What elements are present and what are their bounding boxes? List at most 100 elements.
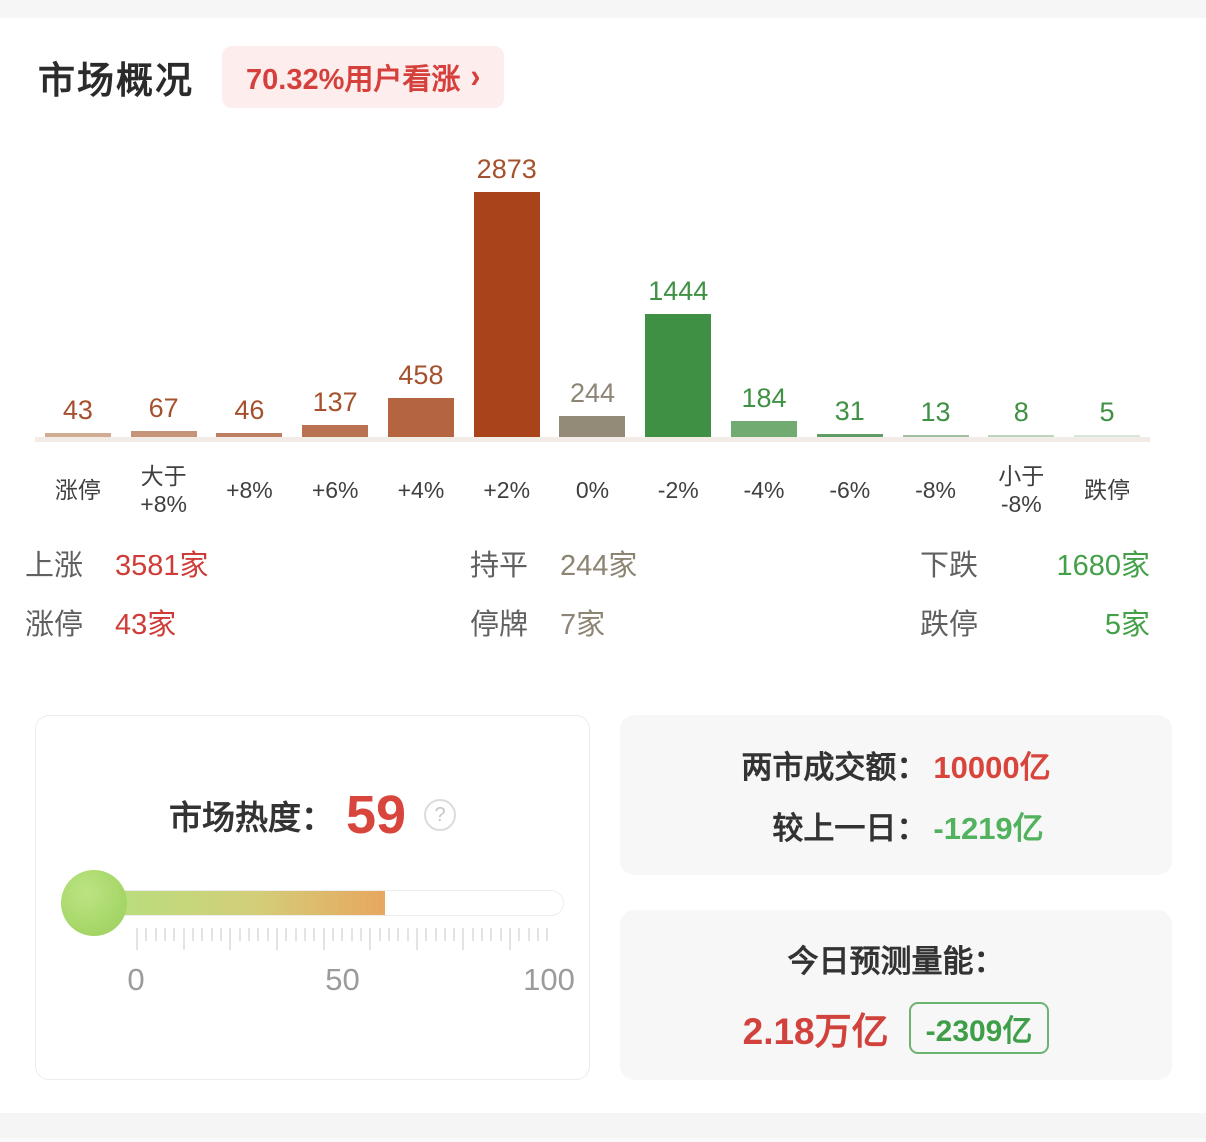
x-axis-label: -6%: [829, 477, 871, 504]
bar-value-label: 244: [569, 378, 615, 408]
summary-col-up: 上涨 3581家 涨停 43家: [25, 542, 470, 643]
bar[interactable]: [387, 398, 454, 437]
bar-value-label: 1444: [648, 276, 709, 306]
gauge-tick: [201, 928, 204, 941]
x-axis-label: -4%: [743, 477, 785, 504]
gauge-tick: [229, 928, 232, 950]
gauge-tick: [387, 928, 390, 941]
gauge-tick: [509, 928, 512, 950]
chart-x-axis: 涨停 大于 +8% +8% +6% +4% +2% 0% -2% -4% -6% -8% 小于 -8%…: [35, 452, 1150, 530]
bar[interactable]: [559, 416, 626, 437]
bar-value-label: 137: [312, 387, 358, 417]
bar[interactable]: [130, 431, 197, 437]
gauge-tick: [378, 928, 381, 941]
bar-value-label: 67: [148, 393, 179, 423]
bar-value-label: 13: [920, 397, 951, 427]
gauge-tick: [219, 928, 222, 941]
gauge-tick: [257, 928, 260, 941]
chart-baseline: [35, 437, 1150, 442]
question-icon[interactable]: ?: [424, 799, 457, 831]
gauge-tick: [462, 928, 465, 950]
chart-column: 1444: [635, 145, 721, 437]
gauge-ticks: [136, 928, 549, 956]
bar[interactable]: [731, 421, 797, 437]
chart-column: 8: [978, 145, 1064, 437]
gauge-tick: [173, 928, 176, 941]
gauge-tick: [294, 928, 297, 941]
x-axis-label: 0%: [575, 477, 610, 504]
summary-value: 244家: [560, 550, 638, 582]
gauge-tick: [453, 928, 456, 941]
sentiment-badge-label: 70.32%用户看涨: [246, 64, 461, 96]
forecast-card: 今日预测量能： 2.18万亿 -2309亿: [620, 910, 1172, 1080]
gauge-tick: [359, 928, 362, 941]
gauge-tick: [322, 928, 325, 950]
gauge-tick: [471, 928, 474, 941]
chart-column: 458: [378, 145, 464, 437]
gauge-tick: [537, 928, 540, 941]
bar[interactable]: [902, 435, 969, 437]
x-axis-label: 跌停: [1084, 477, 1131, 504]
top-strip: [0, 0, 1206, 18]
summary-label: 停牌: [470, 609, 529, 641]
gauge-tick: [238, 928, 241, 941]
gauge-fill: [95, 891, 386, 915]
summary-row: 涨停 43家: [25, 601, 470, 643]
page-title: 市场概况: [38, 60, 194, 101]
gauge-tick: [182, 928, 185, 950]
gauge-tick: [191, 928, 194, 941]
gauge-track[interactable]: [94, 890, 564, 916]
summary-row: 下跌 1680家: [920, 542, 1150, 584]
gauge-tick: [350, 928, 353, 941]
summary-col-down: 下跌 1680家跌停 5家: [920, 542, 1150, 643]
x-axis-label: 大于 +8%: [140, 463, 187, 517]
header: 市场概况 70.32%用户看涨 ›: [38, 46, 505, 108]
forecast-title: 今日预测量能：: [787, 943, 1005, 979]
bar[interactable]: [645, 314, 712, 437]
gauge-tick: [145, 928, 148, 941]
chart-column: 67: [121, 145, 207, 437]
market-heat-card: 市场热度： 59 ? 0 50 100: [35, 715, 590, 1080]
gauge-scale: 0 50 100: [127, 962, 574, 998]
bar[interactable]: [1074, 435, 1141, 437]
gauge-tick: [397, 928, 400, 941]
bar[interactable]: [44, 433, 111, 437]
gauge-tick: [527, 928, 530, 941]
turnover-label: 较上一日：: [772, 811, 928, 846]
turnover-value: 10000亿: [933, 750, 1051, 785]
gauge-tick: [425, 928, 428, 941]
summary-label: 涨停: [25, 609, 84, 641]
forecast-delta-badge: -2309亿: [908, 1001, 1050, 1054]
x-axis-label: +8%: [226, 477, 273, 504]
gauge-tick: [303, 928, 306, 941]
gauge-tick: [369, 928, 372, 950]
bar-value-label: 46: [234, 395, 265, 425]
summary-value: 1680家: [1056, 550, 1150, 582]
summary-value: 43家: [115, 609, 177, 641]
chart-column: 31: [807, 145, 893, 437]
sentiment-badge[interactable]: 70.32%用户看涨 ›: [222, 46, 505, 108]
bar-value-label: 8: [1013, 397, 1029, 427]
summary-value: 3581家: [115, 550, 209, 582]
summary-row: 跌停 5家: [920, 601, 1150, 643]
bar-value-label: 43: [62, 395, 93, 425]
bar[interactable]: [216, 433, 283, 437]
turnover-label: 两市成交额：: [741, 750, 928, 785]
gauge-tick: [415, 928, 418, 950]
gauge-scale-label: 0: [127, 962, 145, 997]
gauge-tick: [247, 928, 250, 941]
gauge-tick: [154, 928, 157, 941]
summary-label: 下跌: [920, 550, 979, 582]
bar[interactable]: [302, 425, 369, 437]
gauge-tick: [499, 928, 502, 941]
summary-label: 持平: [470, 550, 529, 582]
market-summary: 上涨 3581家 涨停 43家 持平 244家 停牌 7家 下跌 1680家 跌停 5家: [0, 542, 1206, 643]
x-axis-label: +4%: [397, 477, 445, 504]
bar[interactable]: [988, 435, 1055, 437]
heat-gauge: 0 50 100: [61, 866, 575, 1016]
bar[interactable]: [473, 192, 540, 437]
chart-column: 43: [35, 145, 121, 437]
summary-row: 持平 244家: [470, 542, 920, 584]
bar[interactable]: [816, 434, 883, 437]
gauge-tick: [275, 928, 278, 950]
